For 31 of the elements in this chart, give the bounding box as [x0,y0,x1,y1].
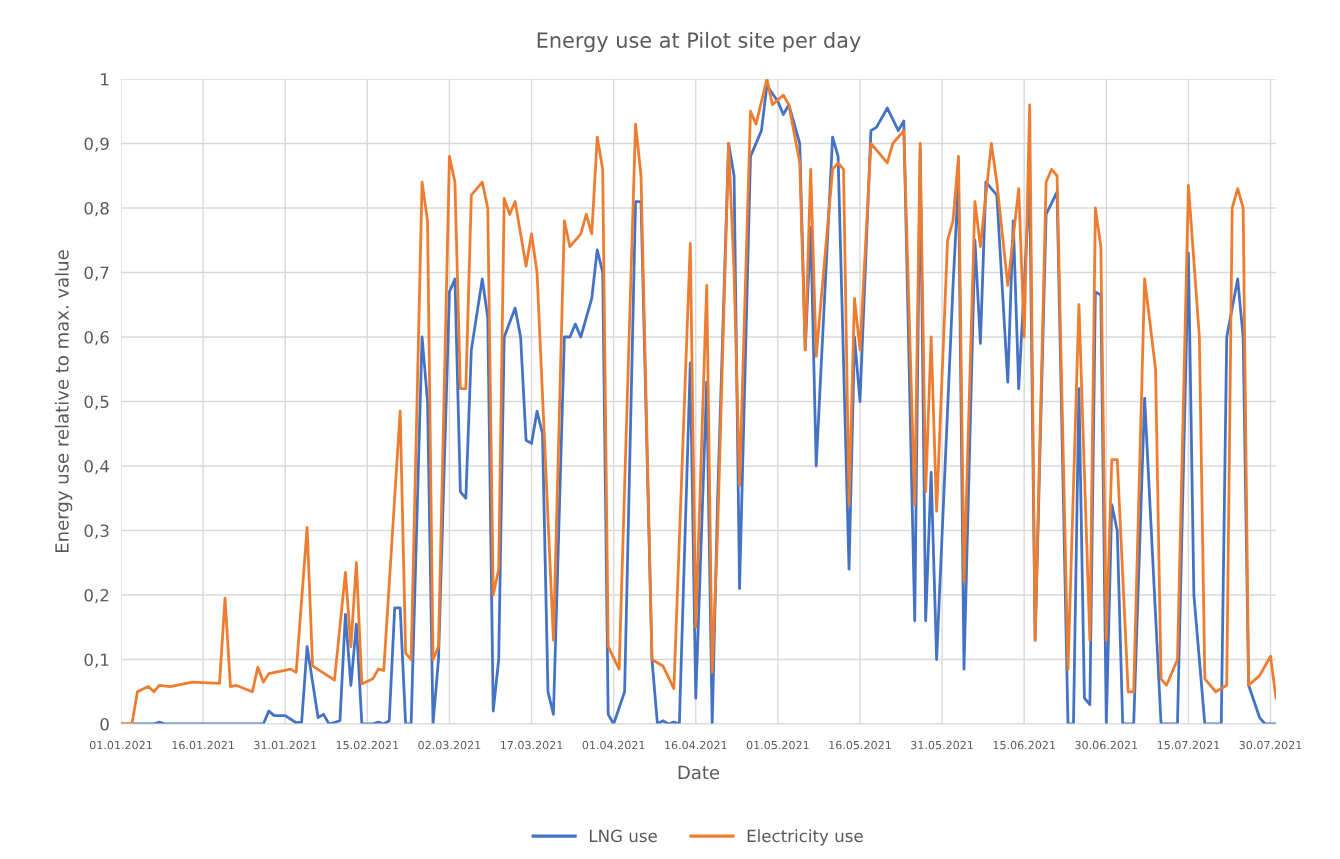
x-tick-label: 01.05.2021 [746,740,809,750]
y-tick-label: 0,1 [84,653,109,668]
y-tick-label: 0,7 [84,266,109,281]
x-tick-label: 16.04.2021 [665,740,727,750]
y-tick-label: 1 [101,73,109,86]
x-tick-label: 30.06.2021 [1075,740,1138,750]
y-tick-label: 0 [100,717,109,731]
x-tick-label: 31.05.2021 [911,740,973,750]
y-tick-label: 0,9 [84,137,109,152]
legend-label: Electricity use [747,829,863,846]
x-tick-label: 15.06.2021 [993,740,1055,750]
x-tick-label: 01.04.2021 [582,740,645,750]
x-tick-label: 16.01.2021 [172,740,234,750]
y-tick-label: 0,2 [84,588,109,604]
x-tick-label: 15.07.2021 [1157,740,1220,750]
y-tick-label: 0,3 [84,524,109,539]
y-tick-label: 0,4 [84,459,109,475]
y-axis-title: Energy use relative to max. value [54,250,73,552]
y-tick-label: 0,5 [84,395,109,410]
chart-title: Energy use at Pilot site per day [537,31,861,53]
y-tick-label: 0,6 [84,330,109,346]
legend-label: LNG use [589,829,657,843]
x-tick-label: 15.02.2021 [336,740,399,750]
x-axis-title: Date [678,765,720,780]
x-tick-label: 01.01.2021 [89,740,152,750]
x-tick-label: 30.07.2021 [1239,740,1302,750]
x-tick-label: 17.03.2021 [500,740,563,750]
x-tick-label: 16.05.2021 [829,740,891,750]
y-tick-label: 0,8 [84,201,109,217]
x-tick-label: 02.03.2021 [418,740,481,750]
x-tick-label: 31.01.2021 [254,740,316,750]
